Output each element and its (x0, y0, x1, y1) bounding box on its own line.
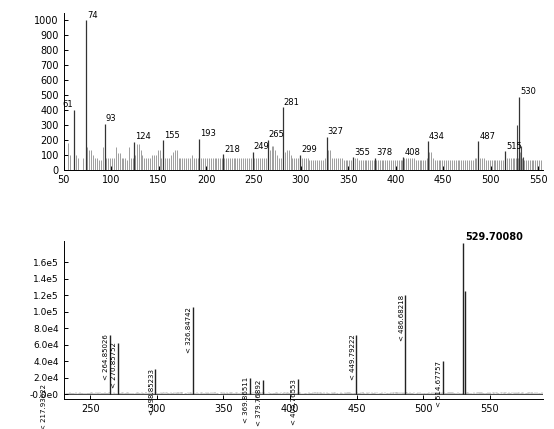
Text: 299: 299 (301, 145, 317, 154)
Text: 327: 327 (327, 127, 343, 136)
Text: < 486.68218: < 486.68218 (399, 295, 405, 341)
Text: < 298.85233: < 298.85233 (148, 369, 155, 415)
Text: < 326.84742: < 326.84742 (186, 307, 192, 353)
Text: 281: 281 (284, 98, 300, 107)
Text: 355: 355 (354, 148, 370, 157)
Text: 155: 155 (165, 131, 180, 140)
Text: < 405.76553: < 405.76553 (291, 379, 297, 425)
Text: 434: 434 (429, 132, 445, 141)
Text: < 264.85026: < 264.85026 (104, 334, 110, 380)
Text: 265: 265 (269, 130, 285, 139)
Text: 378: 378 (376, 148, 392, 157)
Text: < 449.79222: < 449.79222 (350, 334, 356, 380)
Text: 218: 218 (224, 145, 240, 154)
Text: 529.70080: 529.70080 (465, 232, 523, 242)
Text: 74: 74 (88, 11, 98, 20)
Text: < 270.85752: < 270.85752 (111, 342, 117, 388)
Text: 124: 124 (135, 133, 151, 142)
Text: 249: 249 (254, 142, 269, 151)
Text: 61: 61 (63, 100, 73, 109)
Text: < 514.67757: < 514.67757 (436, 361, 442, 407)
Text: < 379.76892: < 379.76892 (257, 380, 263, 426)
Text: 487: 487 (479, 132, 495, 141)
Text: < 217.93622: < 217.93622 (41, 384, 47, 429)
Text: 193: 193 (201, 130, 216, 139)
Text: 408: 408 (404, 148, 420, 157)
Text: < 369.86511: < 369.86511 (243, 377, 249, 423)
Text: 93: 93 (105, 115, 116, 124)
Text: 515: 515 (506, 142, 522, 151)
Text: 530: 530 (520, 88, 536, 97)
